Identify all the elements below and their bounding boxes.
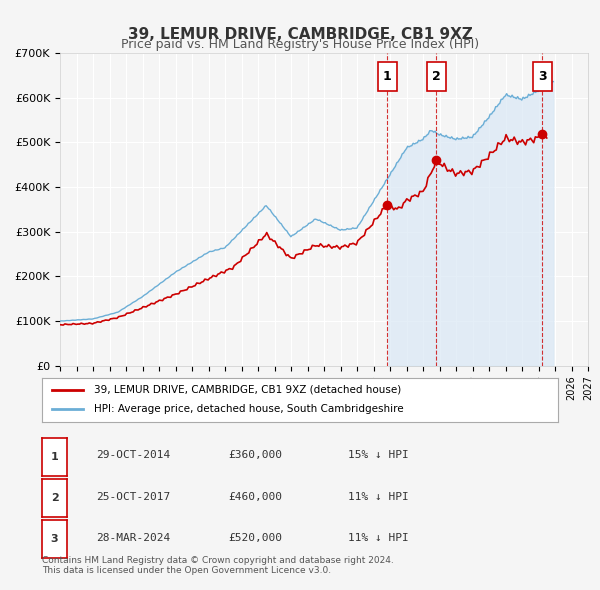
Text: Contains HM Land Registry data © Crown copyright and database right 2024.
This d: Contains HM Land Registry data © Crown c… xyxy=(42,556,394,575)
Text: 11% ↓ HPI: 11% ↓ HPI xyxy=(348,492,409,502)
FancyBboxPatch shape xyxy=(533,63,552,91)
Text: 1: 1 xyxy=(383,70,392,83)
Text: 15% ↓ HPI: 15% ↓ HPI xyxy=(348,451,409,460)
Text: 3: 3 xyxy=(51,535,58,544)
Text: £360,000: £360,000 xyxy=(228,451,282,460)
Text: 11% ↓ HPI: 11% ↓ HPI xyxy=(348,533,409,543)
Text: 3: 3 xyxy=(538,70,547,83)
Text: Price paid vs. HM Land Registry's House Price Index (HPI): Price paid vs. HM Land Registry's House … xyxy=(121,38,479,51)
Text: 25-OCT-2017: 25-OCT-2017 xyxy=(96,492,170,502)
Text: 39, LEMUR DRIVE, CAMBRIDGE, CB1 9XZ (detached house): 39, LEMUR DRIVE, CAMBRIDGE, CB1 9XZ (det… xyxy=(94,385,401,395)
FancyBboxPatch shape xyxy=(378,63,397,91)
Text: 28-MAR-2024: 28-MAR-2024 xyxy=(96,533,170,543)
Text: £460,000: £460,000 xyxy=(228,492,282,502)
Text: HPI: Average price, detached house, South Cambridgeshire: HPI: Average price, detached house, Sout… xyxy=(94,405,403,414)
Text: 2: 2 xyxy=(51,493,58,503)
FancyBboxPatch shape xyxy=(427,63,446,91)
Text: 1: 1 xyxy=(51,452,58,461)
Text: 2: 2 xyxy=(432,70,441,83)
Text: 39, LEMUR DRIVE, CAMBRIDGE, CB1 9XZ: 39, LEMUR DRIVE, CAMBRIDGE, CB1 9XZ xyxy=(128,27,472,41)
Text: £520,000: £520,000 xyxy=(228,533,282,543)
Text: 29-OCT-2014: 29-OCT-2014 xyxy=(96,451,170,460)
